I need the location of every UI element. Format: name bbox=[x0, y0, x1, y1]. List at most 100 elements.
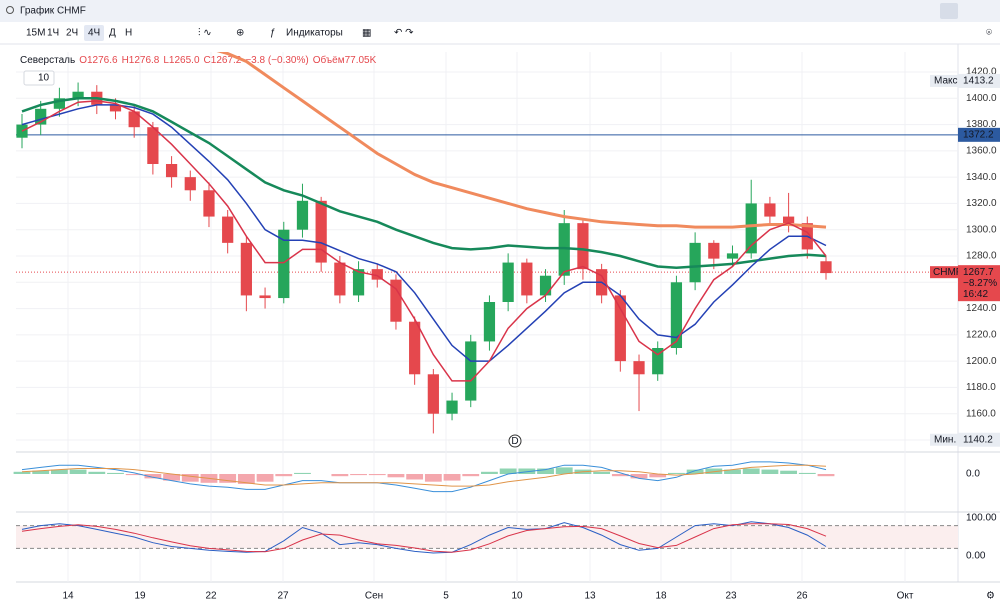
macd-histogram-bar bbox=[798, 472, 816, 474]
legend-value: −3.8 (−0.30%) bbox=[245, 55, 308, 66]
candle-body bbox=[614, 295, 626, 362]
candle-body bbox=[633, 361, 645, 375]
y-tick-label: 1420.0 bbox=[966, 67, 997, 78]
last-price-box bbox=[958, 265, 1000, 302]
search-text[interactable]: График CHMF bbox=[20, 5, 86, 17]
candle-body bbox=[539, 275, 552, 296]
macd-histogram-bar bbox=[537, 468, 554, 474]
candle-body bbox=[726, 253, 739, 259]
last-time: 16:42 bbox=[963, 289, 988, 300]
macd-histogram-bar bbox=[705, 468, 723, 474]
candle-body bbox=[184, 177, 196, 191]
candle-body bbox=[670, 282, 683, 348]
candle-body bbox=[577, 223, 589, 270]
macd-histogram-bar bbox=[107, 472, 124, 474]
event-badge[interactable] bbox=[508, 434, 522, 448]
legend-value: O1276.6 bbox=[79, 55, 118, 66]
macd-histogram-bar bbox=[387, 474, 405, 478]
min-tag bbox=[930, 433, 958, 446]
y-tick-label: 1380.0 bbox=[966, 119, 997, 130]
event-label: D bbox=[511, 436, 518, 447]
interval-button[interactable]: 15М bbox=[26, 28, 45, 39]
toolbar bbox=[0, 22, 1000, 44]
candle-body bbox=[502, 262, 514, 302]
x-tick-label: 27 bbox=[277, 591, 289, 602]
stoch-d bbox=[21, 523, 827, 553]
plot bbox=[16, 52, 832, 434]
macd-histogram-bar bbox=[630, 474, 648, 479]
volume-setting-box[interactable] bbox=[23, 70, 55, 86]
macd-histogram-bar bbox=[593, 471, 611, 474]
macd-histogram-bar bbox=[237, 474, 255, 484]
active-interval bbox=[84, 25, 104, 41]
legend-value: Объём77.05K bbox=[313, 54, 377, 66]
candle-body bbox=[222, 216, 234, 243]
candle-body bbox=[371, 269, 383, 280]
x-tick-label: 13 bbox=[584, 591, 596, 602]
level-label: 1372.2 bbox=[963, 129, 994, 140]
macd-histogram-bar bbox=[555, 467, 573, 474]
candle-body bbox=[16, 124, 28, 138]
candle-body bbox=[390, 279, 402, 322]
macd-histogram-bar bbox=[275, 474, 293, 477]
interval-button[interactable]: 4Ч bbox=[88, 28, 100, 39]
interval-button[interactable]: Н bbox=[125, 28, 132, 39]
last-price: 1267.7 bbox=[963, 267, 994, 278]
candle-body bbox=[334, 262, 346, 296]
candle-body bbox=[147, 127, 159, 164]
indicators-icon[interactable]: ƒ bbox=[270, 28, 276, 39]
macd-histogram-bar bbox=[256, 474, 274, 482]
macd-histogram-bar bbox=[649, 474, 667, 478]
x-tick-label: 18 bbox=[655, 591, 667, 602]
x-tick-label: 5 bbox=[443, 591, 449, 602]
x-tick-label: Сен bbox=[365, 591, 383, 602]
macd-histogram-bar bbox=[50, 469, 68, 474]
candle-body bbox=[764, 203, 776, 217]
candle-body bbox=[128, 111, 140, 128]
candle-body bbox=[203, 190, 215, 217]
settings-icon[interactable]: ⚙ bbox=[986, 591, 995, 602]
candle-body bbox=[782, 216, 795, 224]
y-tick-label: 1240.0 bbox=[966, 303, 997, 314]
y-tick-label: 1340.0 bbox=[966, 172, 997, 183]
macd-histogram-bar bbox=[742, 468, 760, 474]
interval-button[interactable]: 1Ч bbox=[47, 28, 59, 39]
layout-icon[interactable]: ▦ bbox=[362, 28, 371, 39]
interval-button[interactable]: 2Ч bbox=[66, 28, 78, 39]
macd-histogram-bar bbox=[350, 474, 367, 476]
last-change: −8.27% bbox=[963, 278, 997, 289]
macd-histogram-bar bbox=[219, 474, 237, 483]
macd-histogram-bar bbox=[611, 474, 629, 477]
macd-histogram-bar bbox=[518, 468, 536, 474]
max-tag bbox=[930, 74, 958, 87]
macd-histogram-bar bbox=[780, 470, 798, 474]
macd-histogram-bar bbox=[294, 472, 311, 474]
candle-body bbox=[109, 104, 122, 112]
macd-histogram-bar bbox=[331, 474, 349, 477]
macd-histogram-bar bbox=[144, 474, 162, 479]
macd-histogram-bar bbox=[69, 469, 87, 474]
macd-histogram-bar bbox=[181, 474, 199, 482]
x-tick-label: 26 bbox=[796, 591, 808, 602]
moving-average bbox=[21, 104, 827, 362]
screenshot-icon[interactable]: ⌾ bbox=[986, 28, 992, 39]
interval-button[interactable]: Д bbox=[109, 28, 116, 39]
signal-line bbox=[21, 464, 827, 487]
moving-average bbox=[216, 52, 827, 229]
y-tick-label: 1180.0 bbox=[966, 382, 996, 393]
candle-body bbox=[315, 200, 327, 263]
min-value-box bbox=[958, 432, 1000, 447]
indicators-button[interactable]: Индикаторы bbox=[286, 28, 343, 39]
macd-histogram-bar bbox=[88, 471, 106, 474]
x-tick-label: 22 bbox=[205, 591, 217, 602]
candle-body bbox=[427, 374, 439, 414]
candle-body bbox=[278, 229, 290, 299]
x-tick-label: 10 bbox=[511, 591, 523, 602]
chart-type-icon[interactable]: ⫶ ∿ bbox=[198, 28, 212, 39]
stoch-tick-label: 0.00 bbox=[966, 551, 986, 562]
undo-icon[interactable]: ↶ ↷ bbox=[394, 28, 414, 39]
y-tick-label: 1320.0 bbox=[966, 198, 997, 209]
collapse-button[interactable] bbox=[940, 3, 958, 19]
compare-icon[interactable]: ⊕ bbox=[236, 28, 244, 39]
macd-histogram-bar bbox=[499, 468, 517, 474]
